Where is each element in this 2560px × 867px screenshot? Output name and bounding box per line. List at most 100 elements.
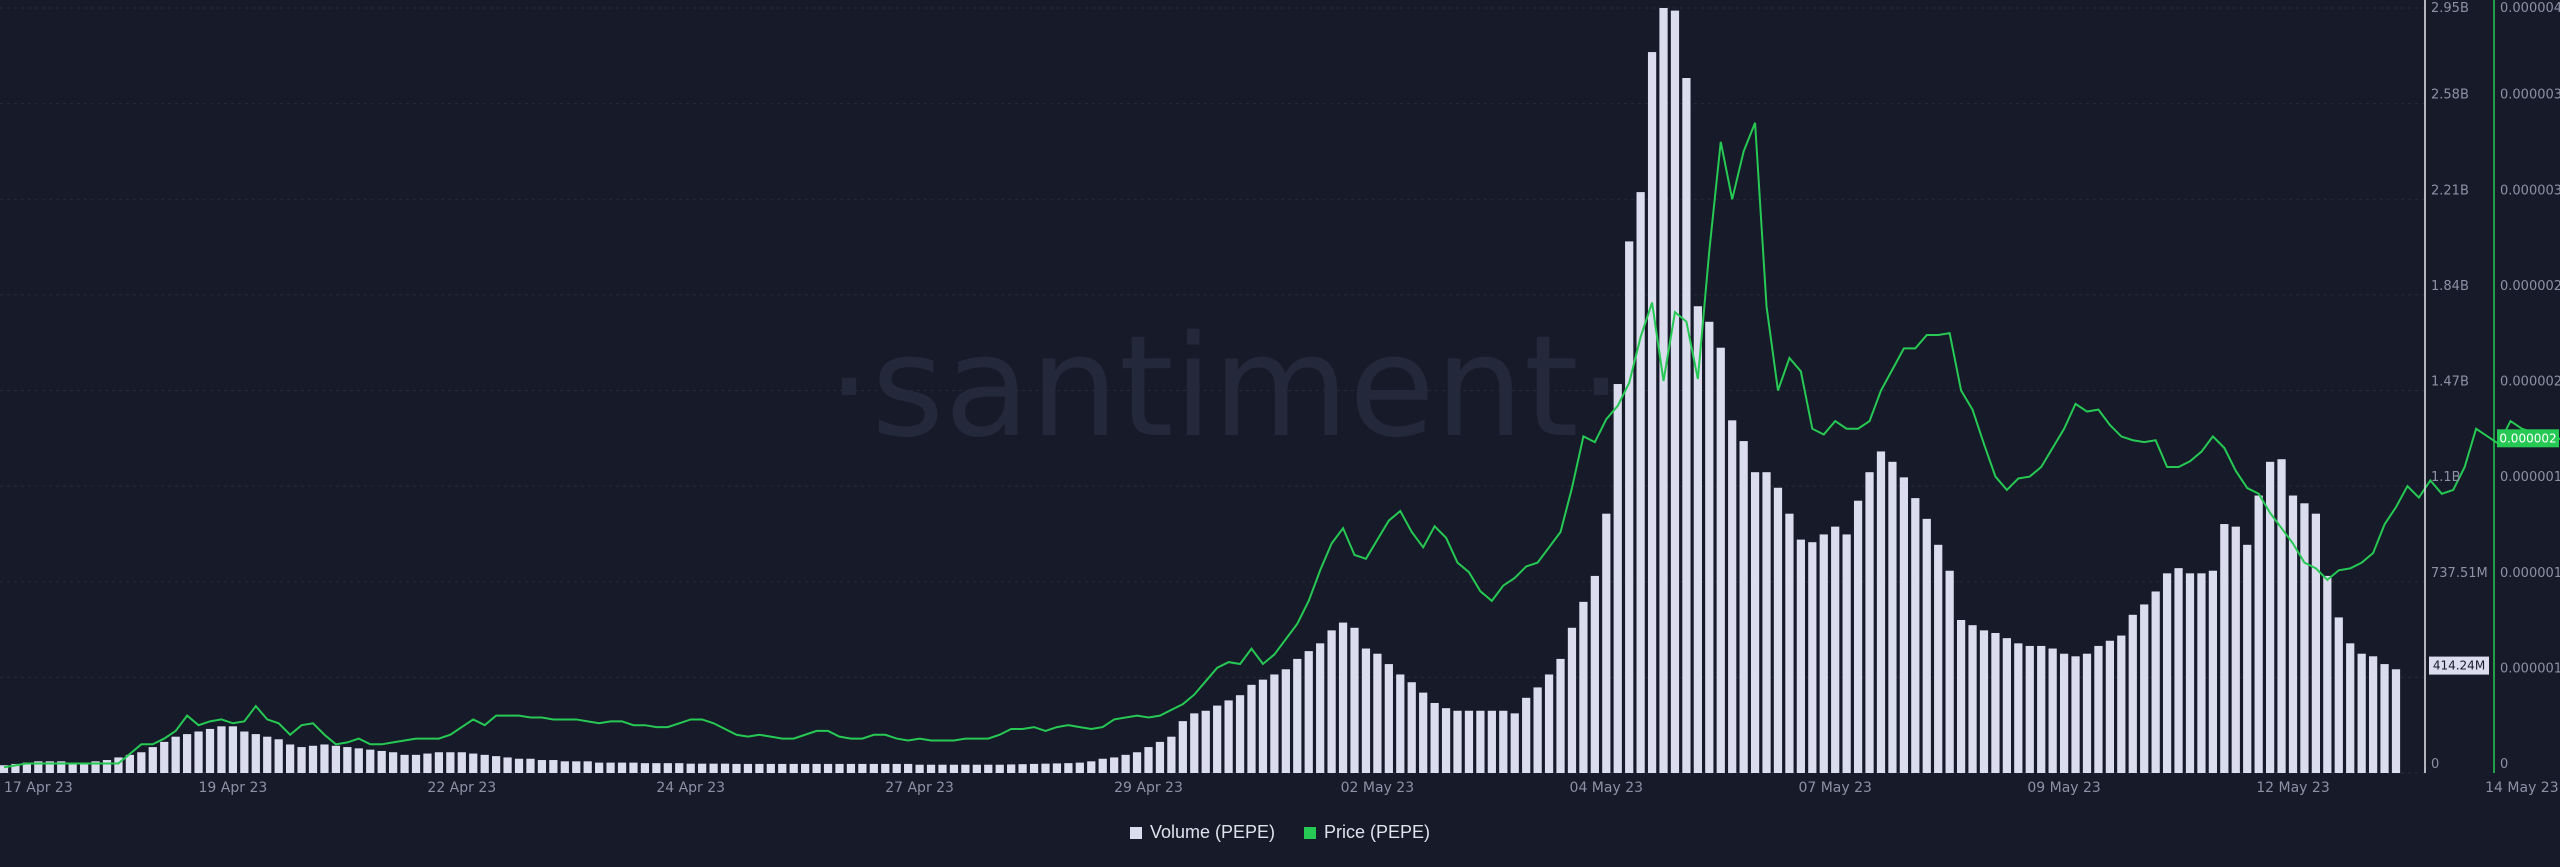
volume-bar	[1922, 518, 1931, 773]
volume-bar	[1144, 747, 1153, 773]
volume-bar	[1373, 653, 1382, 773]
volume-bar	[205, 728, 215, 773]
volume-bar	[91, 761, 100, 773]
volume-bar	[995, 764, 1004, 773]
volume-bar	[1716, 347, 1725, 773]
volume-bar	[1636, 192, 1645, 773]
volume-bar	[194, 731, 203, 773]
volume-bar	[2231, 526, 2240, 773]
volume-bar	[1785, 513, 1794, 773]
current-volume-label: 414.24M	[2433, 659, 2485, 673]
volume-bar	[366, 749, 375, 773]
volume-bar	[0, 765, 9, 773]
current-volume-badge: 414.24M	[2429, 656, 2489, 675]
volume-bar	[1625, 241, 1634, 773]
legend-item-volume[interactable]: Volume (PEPE)	[1129, 822, 1275, 843]
volume-bar	[1155, 741, 1165, 773]
volume-bar	[1682, 78, 1691, 773]
volume-bar	[778, 763, 787, 773]
volume-bar	[1750, 472, 1760, 773]
volume-bar	[1304, 651, 1313, 773]
legend-price-label: Price (PEPE)	[1324, 822, 1431, 842]
volume-bar	[1991, 632, 2000, 773]
volume-bar	[1544, 674, 1554, 773]
volume-bar	[858, 763, 867, 773]
volume-bar	[2071, 656, 2080, 773]
date-tick-label: 22 Apr 23	[427, 780, 496, 796]
volume-bar	[79, 762, 89, 773]
volume-bar	[2037, 645, 2046, 773]
volume-bar	[2025, 645, 2034, 773]
volume-bar	[228, 726, 238, 773]
volume-bar	[2357, 653, 2366, 773]
volume-bar	[2368, 656, 2378, 773]
volume-bar	[1476, 710, 1485, 773]
volume-bar	[549, 760, 558, 773]
volume-bar	[57, 761, 66, 773]
price-tick-label: 0.000002	[2500, 279, 2560, 294]
volume-bar	[1281, 669, 1290, 773]
volume-bar	[1796, 539, 1805, 773]
price-tick-label: 0.000003	[2500, 183, 2560, 198]
volume-bar	[514, 758, 524, 773]
volume-bar	[1453, 710, 1462, 773]
volume-bar	[926, 764, 936, 773]
volume-bar	[331, 745, 341, 773]
volume-bar	[1087, 761, 1096, 773]
volume-bar	[434, 752, 444, 773]
volume-bar	[640, 763, 650, 773]
price-tick-label: 0.000001	[2500, 661, 2560, 676]
volume-bar	[1190, 713, 1199, 773]
volume-bar	[2174, 568, 2183, 773]
volume-bar	[446, 752, 455, 773]
volume-bar	[1419, 692, 1428, 773]
date-tick-label: 12 May 23	[2256, 780, 2329, 796]
volume-bar	[286, 744, 295, 773]
volume-bar	[1075, 762, 1084, 773]
volume-bar	[492, 756, 501, 773]
volume-bar	[1613, 384, 1622, 773]
volume-bar	[125, 754, 135, 773]
volume-bar	[1945, 570, 1954, 773]
volume-bar	[2265, 461, 2275, 773]
volume-bar	[1647, 52, 1657, 773]
volume-bar	[698, 763, 707, 773]
volume-bar	[320, 744, 329, 773]
volume-bar	[892, 763, 901, 773]
santiment-watermark: ·santiment·	[827, 306, 1623, 469]
volume-bar	[68, 762, 77, 773]
volume-bar	[469, 753, 478, 773]
volume-bar	[801, 763, 810, 773]
legend-item-price[interactable]: Price (PEPE)	[1304, 822, 1430, 843]
volume-bar	[2243, 544, 2252, 773]
volume-bar	[2185, 573, 2195, 773]
volume-bar	[1407, 682, 1416, 773]
volume-bar	[1396, 674, 1405, 773]
volume-bar	[2082, 653, 2092, 773]
volume-bar	[2346, 643, 2355, 773]
volume-bar	[595, 762, 604, 773]
volume-bar	[114, 757, 123, 773]
volume-bar	[2117, 635, 2126, 773]
volume-bar	[411, 754, 421, 773]
volume-bar	[2380, 664, 2389, 773]
volume-bar	[1510, 713, 1519, 773]
volume-bar	[1213, 705, 1222, 773]
volume-bar	[22, 762, 32, 773]
volume-bar	[1041, 763, 1050, 773]
volume-bar	[1522, 697, 1531, 773]
volume-swatch-icon	[1129, 826, 1142, 839]
price-tick-label: 0.000001	[2500, 566, 2560, 581]
volume-bar	[675, 763, 684, 773]
volume-bar	[1316, 643, 1325, 773]
volume-bar	[1911, 498, 1920, 773]
volume-bar	[2220, 524, 2229, 773]
volume-tick-label: 2.21B	[2431, 183, 2469, 198]
volume-tick-label: 1.1B	[2431, 470, 2461, 485]
volume-bar	[1842, 534, 1851, 773]
volume-bar	[1327, 630, 1336, 773]
volume-bar	[835, 763, 844, 773]
volume-bar	[823, 763, 833, 773]
price-tick-label: 0	[2500, 757, 2508, 772]
volume-bar	[629, 762, 638, 773]
